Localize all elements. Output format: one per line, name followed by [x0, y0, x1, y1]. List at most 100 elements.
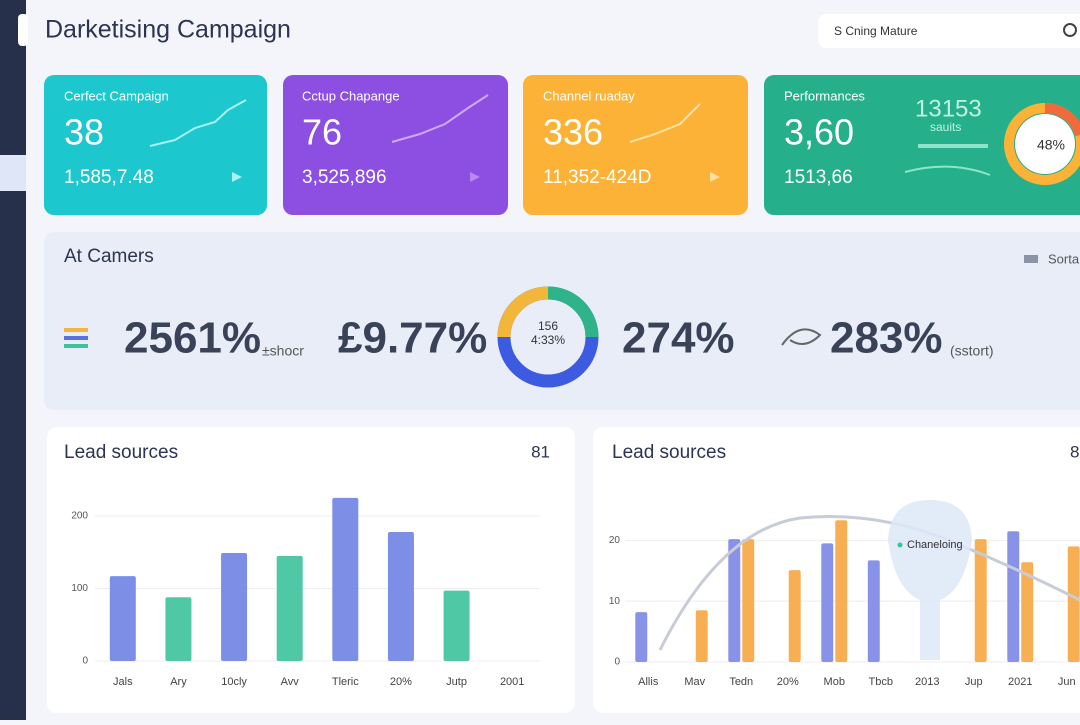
search-icon[interactable]	[1063, 23, 1077, 37]
stat-value: 2561%	[124, 314, 261, 363]
bar	[1007, 531, 1020, 662]
x-tick-label: Avv	[281, 676, 300, 688]
sparkline	[629, 103, 701, 143]
x-tick-label: Ary	[170, 676, 187, 688]
x-tick-label: 2013	[915, 676, 939, 688]
chart-title: Lead sources	[64, 442, 178, 463]
decoration	[918, 144, 988, 148]
card-value: 3,60	[784, 112, 854, 153]
summary-panel	[44, 232, 1080, 410]
x-tick-label: 10cly	[221, 676, 247, 688]
card-extra-sub: sauits	[930, 120, 961, 134]
sidebar	[0, 0, 26, 720]
ring-label: 4:33%	[531, 333, 565, 347]
ring-center	[1015, 114, 1075, 174]
stat-note: (sstort)	[950, 343, 994, 359]
tooltip-dot	[897, 542, 903, 548]
sidebar-handle	[18, 14, 28, 46]
arrow[interactable]	[232, 172, 242, 182]
bar	[109, 576, 136, 661]
x-tick-label: Jup	[965, 676, 983, 688]
x-tick-label: Mob	[824, 676, 845, 688]
page-title: Darketising Campaign	[45, 16, 291, 44]
bar	[1021, 562, 1034, 662]
card-label: Cerfect Campaign	[64, 88, 169, 103]
sparkline	[149, 99, 247, 147]
tooltip	[888, 500, 972, 660]
bar	[835, 520, 848, 662]
bar	[742, 539, 755, 662]
stat-value: 274%	[622, 314, 735, 363]
bar	[221, 552, 248, 661]
x-tick-label: 20%	[777, 676, 799, 688]
card	[523, 75, 748, 215]
chart-badge: 81	[531, 442, 550, 461]
bar	[821, 543, 834, 662]
x-tick-label: Jutp	[446, 676, 467, 688]
x-tick-label: 2021	[1008, 676, 1032, 688]
x-tick-label: Jun	[1058, 676, 1076, 688]
y-tick-label: 0	[82, 656, 88, 667]
x-tick-label: Allis	[638, 676, 659, 688]
x-tick-label: 2001	[500, 676, 524, 688]
card-sub: 1,585,7.48	[64, 167, 154, 188]
y-tick-label: 10	[609, 596, 621, 607]
sparkline	[391, 94, 489, 143]
icon	[64, 344, 88, 348]
chart-panel	[47, 427, 575, 713]
sidebar-active	[0, 155, 26, 191]
bar	[276, 555, 303, 661]
bar	[695, 610, 708, 662]
chart: 0 100 200 Jals Ary 10cly Avv Tleric 20% Jutp 2001	[71, 497, 540, 688]
bar	[788, 570, 801, 662]
x-tick-label: Tbcb	[869, 676, 893, 688]
trend-curve	[658, 515, 1080, 651]
summary-title: At Camers	[64, 246, 154, 267]
decoration	[904, 165, 991, 176]
ring-segment	[547, 286, 599, 338]
search-box[interactable]	[818, 14, 1080, 48]
bar	[867, 560, 880, 662]
ring-label: 156	[538, 319, 558, 333]
stat-value: 283%	[830, 314, 943, 363]
icon	[781, 328, 822, 346]
y-tick-label: 0	[614, 657, 620, 668]
bar	[387, 531, 414, 661]
stat-note: ±shocr	[262, 343, 304, 359]
y-tick-label: 200	[71, 511, 88, 522]
tooltip-label: Chaneloing	[907, 539, 963, 551]
card-value: 38	[64, 112, 104, 153]
card-value: 336	[543, 112, 603, 153]
chart-badge: 8	[1070, 442, 1079, 461]
arrow[interactable]	[470, 172, 480, 182]
bar	[165, 597, 192, 661]
bar	[443, 590, 470, 661]
card-value: 76	[302, 112, 342, 153]
ring-segment	[1044, 102, 1080, 137]
bar	[728, 539, 741, 662]
icon	[64, 336, 88, 340]
sort-label[interactable]: Sorta	[1048, 251, 1080, 266]
search-text: S Cning Mature	[834, 24, 918, 38]
ring-segment	[497, 286, 549, 338]
stat-value: £9.77%	[338, 314, 487, 363]
sort-icon[interactable]	[1024, 255, 1038, 263]
x-tick-label: Tleric	[332, 676, 359, 688]
card-extra: 13153	[915, 95, 982, 122]
ring-label: 48%	[1037, 137, 1065, 153]
bar	[635, 612, 648, 662]
x-tick-label: Tedn	[729, 676, 753, 688]
bar	[974, 539, 987, 662]
card-label: Cctup Chapange	[302, 88, 400, 103]
card-label: Channel ruaday	[543, 88, 635, 103]
card-sub: 3,525,896	[302, 167, 387, 188]
x-tick-label: 20%	[390, 676, 412, 688]
bar	[332, 497, 359, 661]
card-sub: 11,352-424D	[543, 167, 651, 188]
icon	[64, 328, 88, 332]
y-tick-label: 20	[609, 535, 621, 546]
arrow[interactable]	[710, 172, 720, 182]
card	[283, 75, 508, 215]
x-tick-label: Jals	[113, 676, 133, 688]
